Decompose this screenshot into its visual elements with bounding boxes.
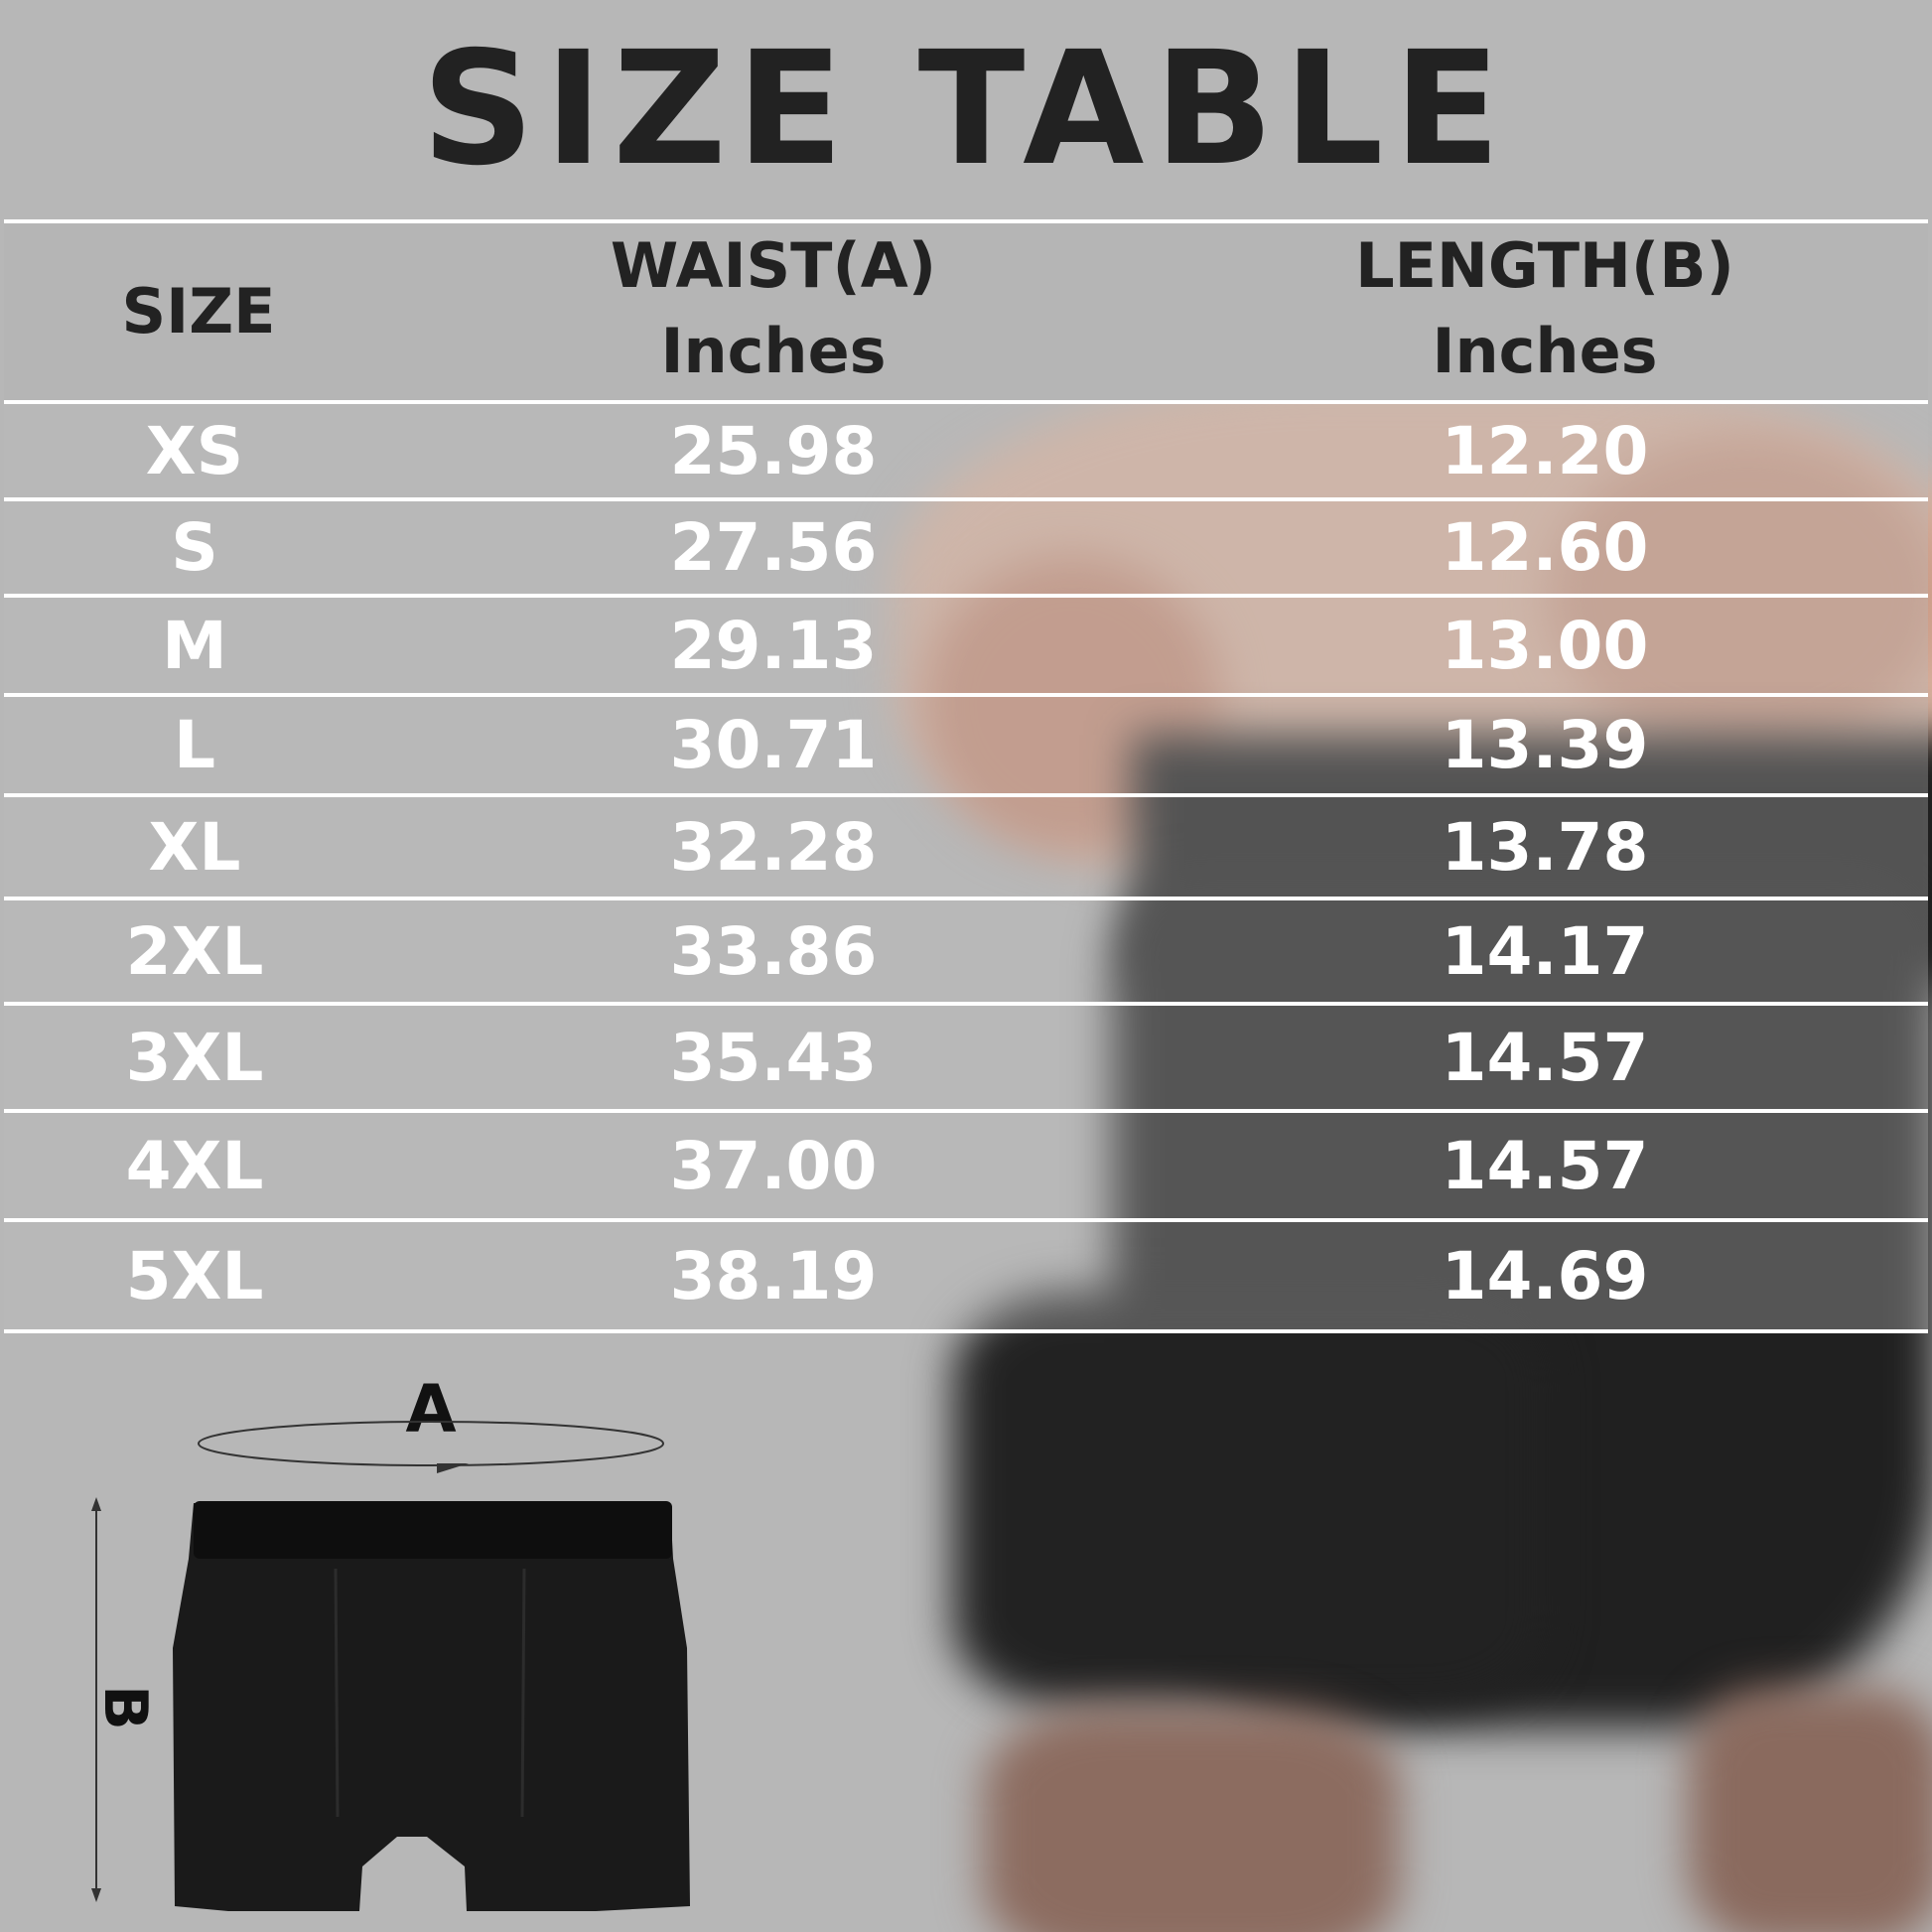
cell-length: 14.69 — [1441, 1237, 1649, 1314]
table-row: XL 32.28 13.78 — [4, 797, 1928, 900]
cell-waist: 29.13 — [669, 607, 878, 684]
cell-waist: 32.28 — [669, 808, 878, 886]
cell-waist: 30.71 — [669, 707, 878, 783]
table-row: 5XL 38.19 14.69 — [4, 1222, 1928, 1333]
header-waist: WAIST(A) Inches — [575, 223, 972, 394]
label-a: A — [405, 1371, 456, 1448]
table-header: SIZE WAIST(A) Inches LENGTH(B) Inches — [4, 219, 1928, 404]
cell-size: M — [162, 607, 227, 684]
cell-length: 13.78 — [1441, 808, 1649, 886]
cell-length: 14.57 — [1441, 1127, 1649, 1204]
cell-waist: 38.19 — [669, 1237, 878, 1314]
cell-size: 4XL — [125, 1127, 264, 1204]
cell-waist: 27.56 — [669, 509, 878, 586]
label-b: B — [90, 1685, 160, 1730]
header-waist-unit: Inches — [660, 315, 887, 387]
table-row: L 30.71 13.39 — [4, 697, 1928, 797]
waist-arrow-icon — [198, 1421, 664, 1466]
cell-size: 2XL — [125, 912, 264, 990]
cell-size: 5XL — [125, 1237, 264, 1314]
cell-size: L — [173, 707, 216, 783]
cell-size: XS — [145, 412, 244, 489]
boxer-briefs-image — [173, 1503, 690, 1911]
cell-waist: 35.43 — [669, 1019, 878, 1096]
page-title: SIZE TABLE — [421, 18, 1511, 201]
cell-size: 3XL — [125, 1019, 264, 1096]
header-length: LENGTH(B) Inches — [1346, 223, 1743, 394]
header-length-unit: Inches — [1432, 315, 1658, 387]
cell-waist: 37.00 — [669, 1127, 878, 1204]
cell-length: 13.39 — [1441, 707, 1649, 783]
arrowhead-icon — [437, 1463, 469, 1473]
header-length-label: LENGTH(B) — [1355, 229, 1734, 302]
cell-length: 13.00 — [1441, 607, 1649, 684]
table-row: 2XL 33.86 14.17 — [4, 900, 1928, 1006]
cell-size: XL — [148, 808, 241, 886]
cell-length: 12.60 — [1441, 509, 1649, 586]
cell-size: S — [171, 509, 218, 586]
shorts-diagram: A B — [90, 1371, 690, 1911]
cell-length: 14.57 — [1441, 1019, 1649, 1096]
header-waist-label: WAIST(A) — [610, 229, 937, 302]
table-row: 4XL 37.00 14.57 — [4, 1113, 1928, 1222]
table-row: 3XL 35.43 14.57 — [4, 1006, 1928, 1113]
cell-waist: 33.86 — [669, 912, 878, 990]
table-row: S 27.56 12.60 — [4, 501, 1928, 598]
header-size: SIZE — [121, 275, 276, 347]
cell-length: 12.20 — [1441, 412, 1649, 489]
table-row: XS 25.98 12.20 — [4, 404, 1928, 501]
table-row: M 29.13 13.00 — [4, 598, 1928, 697]
cell-length: 14.17 — [1441, 912, 1649, 990]
cell-waist: 25.98 — [669, 412, 878, 489]
